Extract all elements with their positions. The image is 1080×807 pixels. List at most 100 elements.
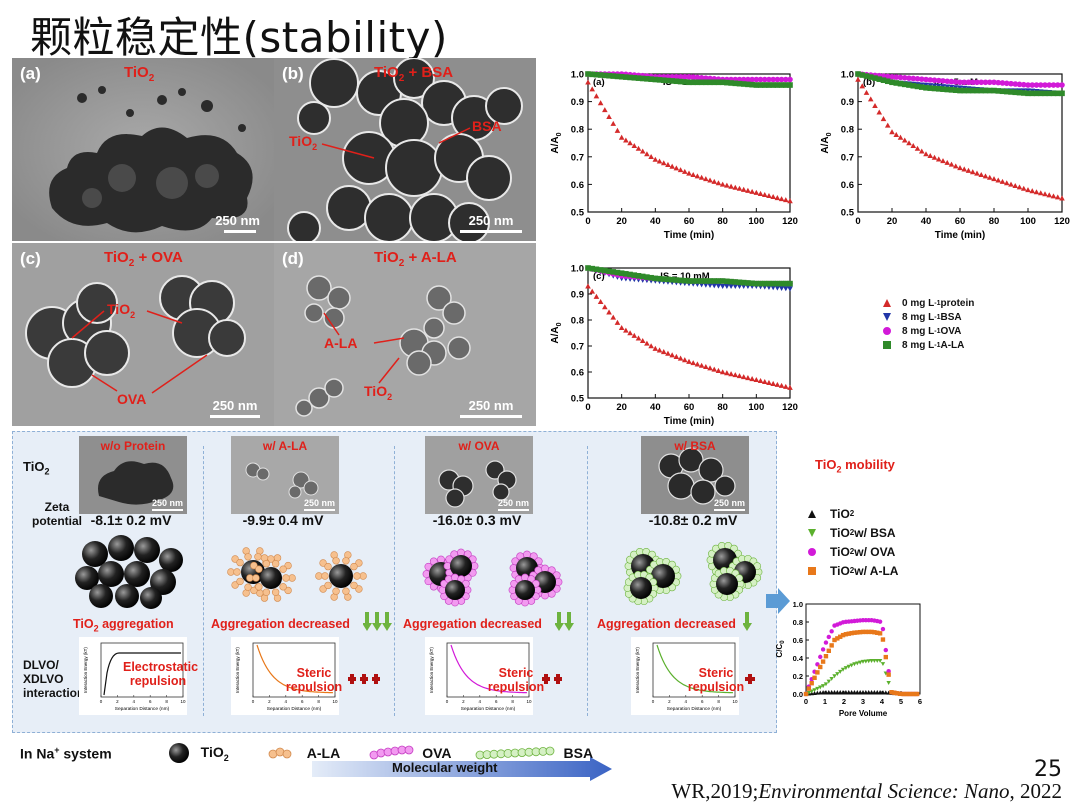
zeta-value-2: -9.9± 0.4 mV: [242, 512, 324, 528]
data-point: [719, 369, 726, 375]
data-point: [639, 273, 646, 280]
data-point: [1008, 181, 1014, 187]
data-point: [1046, 90, 1053, 97]
data-point: [602, 72, 608, 79]
down-arrows-2: [362, 612, 393, 636]
x-axis-label: Separation Distance (nm): [267, 706, 322, 712]
data-point: [681, 277, 688, 284]
data-point: [778, 196, 785, 202]
triangle-up-icon: [806, 509, 818, 519]
data-point: [982, 87, 989, 94]
mobility-legend: TiO 2 TiO 2 w/ BSA TiO 2 w/ OVA TiO 2 w/ A-L…: [806, 504, 898, 580]
data-point: [606, 113, 612, 120]
panel-title-c: TiO2 + OVA: [104, 249, 183, 269]
protein-bead: [227, 568, 235, 576]
data-point: [952, 79, 959, 85]
data-point: [774, 381, 781, 387]
data-point: [656, 275, 663, 282]
data-point: [681, 79, 688, 85]
data-point: [893, 80, 900, 86]
y-axis-label: Interaction Energy (kT): [429, 647, 434, 693]
protein-bead: [284, 561, 292, 570]
series-square: [855, 71, 1065, 97]
data-point: [1016, 89, 1023, 96]
data-point: [660, 349, 667, 355]
y-tick-label: 0.5: [571, 394, 585, 405]
data-point: [761, 76, 768, 83]
data-point: [715, 278, 722, 284]
data-point: [875, 630, 880, 635]
data-point: [940, 78, 946, 84]
data-point: [923, 85, 929, 91]
data-point: [883, 690, 888, 695]
data-point: [698, 278, 705, 284]
data-point: [639, 338, 646, 344]
data-point: [914, 83, 921, 90]
molecular-weight-label: Molecular weight: [392, 760, 498, 775]
data-point: [986, 79, 993, 86]
x-tick-label: 10: [732, 699, 738, 704]
data-point: [910, 142, 917, 148]
data-point: [677, 78, 684, 85]
data-point: [1042, 191, 1048, 197]
data-point: [665, 161, 671, 167]
protein-bead: [244, 583, 252, 591]
data-point: [867, 74, 874, 80]
data-point: [673, 277, 680, 283]
legend-item-ala: 8 mg L -1 A-LA: [880, 338, 974, 352]
data-point: [766, 76, 772, 83]
data-point: [631, 142, 638, 148]
agg-label-4: Aggregation decreased: [597, 617, 736, 631]
y-axis-label: A/A0: [820, 132, 833, 153]
x-tick-label: 60: [684, 402, 695, 413]
data-point: [707, 365, 713, 371]
mobility-chart: 0.0 0.2 0.4 0.6 0.8 1.0 0 1 2 3 4 5 6 Pore Volume C/C0: [770, 596, 926, 734]
data-point: [1016, 81, 1023, 88]
data-point: [859, 72, 866, 78]
coated-particle: [508, 573, 542, 607]
data-point: [897, 80, 904, 87]
scale-bar: 250 nm: [303, 498, 335, 511]
plot-area: [587, 73, 791, 213]
data-point: [1020, 90, 1027, 96]
data-point: [753, 377, 760, 383]
data-point: [732, 184, 739, 190]
data-point: [656, 347, 663, 353]
data-point: [901, 74, 908, 81]
legend-tio2: TiO2: [200, 743, 229, 763]
x-tick-label: 1: [823, 697, 827, 706]
data-point: [694, 74, 701, 81]
data-point: [665, 350, 671, 356]
y-tick-label: 0.9: [571, 290, 584, 301]
data-point: [872, 75, 878, 81]
data-point: [745, 81, 751, 88]
data-point: [719, 79, 726, 86]
data-point: [1042, 90, 1048, 97]
data-point: [948, 161, 955, 167]
data-point: [648, 76, 654, 82]
coated-particle: [315, 551, 367, 601]
data-point: [631, 74, 638, 81]
data-point: [669, 78, 675, 84]
data-point: [852, 630, 857, 635]
y-tick-label: 0.7: [841, 152, 854, 163]
data-point: [740, 76, 747, 83]
plot-label-3: Steric repulsion: [487, 666, 545, 694]
data-point: [923, 151, 929, 157]
x-tick-label: 2: [116, 699, 119, 704]
data-point: [927, 85, 934, 91]
data-point: [732, 279, 739, 285]
data-point: [860, 690, 866, 694]
data-point: [711, 79, 718, 86]
data-point: [1037, 82, 1044, 88]
data-point: [927, 77, 934, 83]
x-tick-label: 2: [668, 699, 671, 704]
x-axis-label: Pore Volume: [839, 709, 888, 718]
data-point: [627, 271, 633, 278]
data-point: [869, 690, 874, 694]
y-tick-label: 0.8: [571, 316, 584, 327]
protein-bead: [353, 572, 361, 580]
data-point: [884, 78, 891, 85]
data-point: [597, 72, 604, 78]
data-point: [872, 690, 877, 694]
